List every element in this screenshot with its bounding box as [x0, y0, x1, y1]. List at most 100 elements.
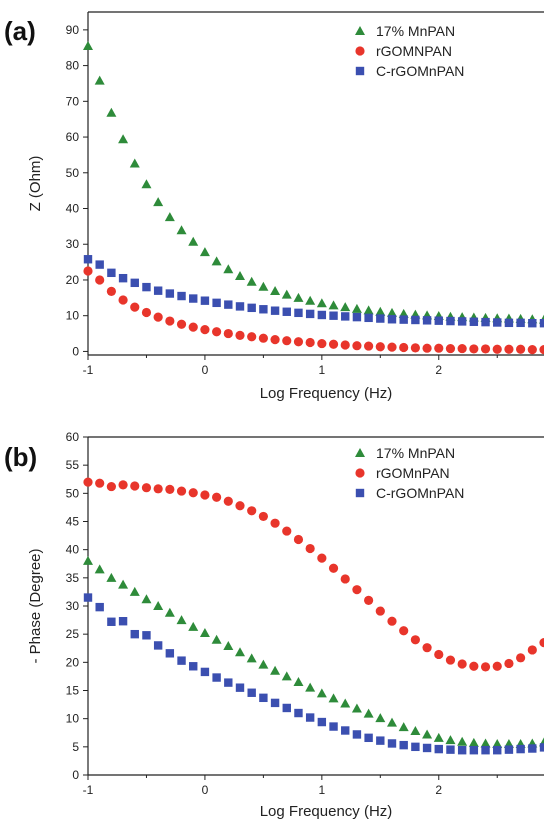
data-point	[527, 645, 537, 655]
data-point	[235, 501, 245, 511]
data-point	[141, 307, 152, 318]
data-point	[340, 340, 350, 350]
legend-label: C-rGOMnPAN	[376, 63, 464, 79]
data-point	[446, 316, 455, 326]
data-point	[270, 286, 281, 296]
data-point	[176, 486, 187, 496]
data-point	[177, 656, 186, 665]
y-tick-label: 5	[72, 740, 79, 754]
data-point	[341, 726, 350, 735]
data-point	[328, 563, 339, 573]
data-point	[106, 481, 116, 492]
data-point	[235, 302, 245, 311]
data-point	[142, 282, 151, 292]
data-point	[410, 726, 421, 736]
data-point	[387, 739, 397, 748]
data-point	[94, 564, 105, 574]
data-point	[189, 294, 198, 303]
data-point	[504, 745, 514, 754]
data-point	[258, 281, 269, 291]
data-point	[142, 631, 151, 640]
data-point	[153, 312, 163, 322]
data-point	[340, 698, 351, 708]
data-point	[504, 344, 514, 354]
data-point	[399, 315, 408, 324]
x-tick-label: 2	[435, 363, 442, 377]
legend-marker	[355, 488, 365, 498]
data-point	[375, 606, 385, 616]
data-point	[422, 643, 432, 653]
data-point	[270, 665, 281, 675]
data-point	[247, 303, 256, 313]
data-point	[199, 247, 210, 257]
x-tick-label: 0	[202, 363, 209, 377]
legend-marker	[355, 46, 365, 56]
data-point	[340, 302, 351, 312]
data-point	[212, 327, 222, 337]
legend: 17% MnPAN rGOMnPAN C-rGOMnPAN	[355, 445, 464, 501]
data-point	[282, 703, 291, 713]
data-point	[235, 683, 245, 692]
data-point	[258, 659, 269, 669]
data-point	[364, 341, 374, 351]
data-point	[351, 703, 362, 713]
data-point	[329, 722, 338, 731]
data-point	[258, 511, 268, 522]
y-tick-label: 0	[72, 768, 79, 782]
data-point	[118, 617, 128, 626]
data-point	[363, 708, 374, 718]
data-point	[293, 677, 304, 687]
data-point	[176, 319, 187, 329]
y-tick-label: 40	[66, 202, 80, 216]
data-point	[539, 638, 544, 648]
y-tick-label: 25	[66, 627, 80, 641]
data-point	[118, 295, 128, 305]
x-tick-label: 1	[319, 783, 326, 797]
data-point	[235, 271, 245, 281]
data-point	[340, 574, 350, 584]
x-tick-label: 1	[319, 363, 326, 377]
data-point	[293, 337, 304, 347]
data-point	[293, 534, 304, 545]
data-point	[153, 601, 164, 610]
data-point	[422, 743, 432, 753]
data-point	[469, 317, 479, 326]
data-point	[83, 40, 93, 50]
series-3	[83, 255, 544, 328]
data-point	[375, 306, 386, 316]
y-tick-label: 35	[66, 571, 80, 585]
data-point	[434, 343, 444, 353]
data-point	[212, 673, 221, 682]
data-point	[364, 595, 374, 605]
data-point	[164, 212, 175, 222]
data-point	[141, 594, 152, 604]
data-point	[130, 481, 140, 491]
data-point	[516, 744, 525, 754]
data-point	[188, 236, 199, 246]
data-point	[106, 286, 116, 297]
data-point	[211, 256, 222, 266]
data-point	[223, 496, 233, 506]
data-point	[364, 313, 373, 323]
data-point	[224, 300, 233, 309]
data-point	[293, 292, 304, 302]
data-point	[83, 477, 93, 487]
x-axis-title: Log Frequency (Hz)	[260, 803, 393, 820]
data-point	[328, 339, 339, 349]
y-tick-label: 60	[66, 130, 80, 144]
data-point	[176, 225, 187, 235]
data-point	[235, 330, 245, 340]
y-tick-label: 50	[66, 166, 80, 180]
data-point	[399, 626, 409, 636]
data-point	[305, 682, 316, 692]
data-point	[317, 553, 327, 563]
data-point	[83, 593, 93, 602]
data-point	[352, 312, 362, 322]
data-point	[422, 729, 433, 739]
data-point	[457, 736, 468, 746]
data-point	[446, 745, 455, 754]
x-tick-label: 2	[435, 783, 442, 797]
data-point	[165, 289, 175, 298]
y-tick-label: 15	[66, 684, 80, 698]
